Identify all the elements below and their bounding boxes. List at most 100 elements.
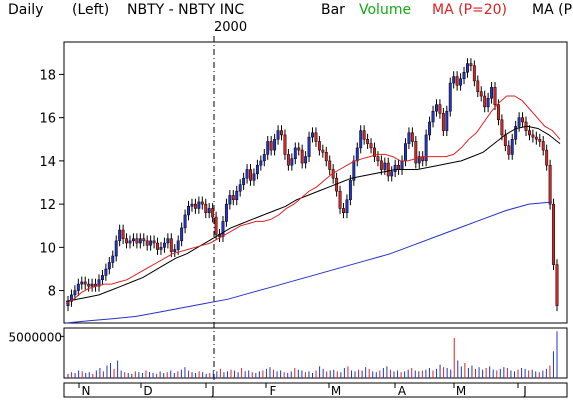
price-bar: [479, 91, 483, 97]
price-bar: [231, 195, 235, 201]
price-bar: [125, 238, 128, 244]
price-bar: [214, 216, 218, 235]
price-bar: [183, 214, 187, 229]
price-bar: [111, 255, 115, 263]
price-bar: [97, 279, 101, 287]
price-bar: [493, 87, 497, 105]
price-bar: [100, 275, 104, 281]
price-bar: [404, 143, 407, 162]
price-bar: [255, 164, 259, 175]
price-bar: [428, 121, 432, 136]
price-bar: [383, 162, 387, 170]
price-bar: [338, 190, 342, 209]
price-bar: [166, 238, 170, 244]
price-bar: [390, 171, 394, 177]
price-bar: [393, 164, 397, 172]
price-bar: [276, 130, 280, 140]
price-bar: [311, 132, 314, 138]
price-bar: [245, 169, 249, 179]
price-bar: [397, 164, 401, 170]
price-panel-frame: [63, 41, 568, 324]
price-bar: [121, 229, 125, 239]
price-bar: [538, 139, 542, 142]
price-bar: [173, 249, 177, 252]
price-bar: [238, 184, 242, 192]
volume-tick-label: 5000000: [9, 330, 62, 344]
price-bar: [224, 203, 228, 222]
month-tick-label: J: [522, 384, 527, 398]
price-bar: [431, 110, 435, 123]
price-bar: [107, 262, 111, 270]
price-bar: [552, 203, 556, 265]
price-bar: [200, 201, 204, 205]
price-bar: [283, 134, 287, 155]
price-tick-label: 8: [48, 285, 56, 300]
price-bar: [386, 162, 390, 177]
price-bar: [76, 283, 80, 291]
price-bar: [193, 203, 197, 209]
price-bar: [531, 134, 535, 138]
price-bar: [362, 130, 366, 140]
price-bar: [204, 203, 208, 214]
price-bar: [80, 281, 84, 285]
price-bar: [73, 290, 77, 296]
price-bar: [545, 149, 549, 166]
price-bar: [211, 208, 215, 218]
price-bar: [135, 238, 139, 244]
price-bar: [517, 117, 521, 127]
price-bar: [379, 160, 383, 170]
price-bar: [83, 281, 87, 285]
price-bar: [128, 240, 132, 244]
price-bar: [342, 208, 345, 214]
price-bar: [118, 229, 122, 242]
price-bar: [455, 76, 459, 86]
price-bar: [445, 110, 449, 131]
ma20-legend-label: MA (P=20): [432, 2, 508, 18]
price-bar: [438, 104, 442, 114]
symbol-label: NBTY - NBTY INC: [127, 2, 245, 18]
month-tick-label: N: [82, 384, 91, 398]
ma200-line: [65, 201, 553, 324]
price-tick-label: 10: [39, 241, 56, 256]
price-bar: [228, 195, 232, 205]
price-bar: [145, 240, 149, 246]
price-bar: [452, 76, 456, 84]
price-bar: [266, 141, 270, 155]
price-bar: [87, 283, 91, 287]
month-tick-label: J: [210, 384, 215, 398]
price-bar: [366, 139, 370, 144]
price-bar: [114, 240, 118, 257]
price-bar: [314, 132, 318, 142]
price-bar: [221, 221, 225, 237]
price-bar: [176, 240, 180, 250]
price-bar: [259, 160, 263, 166]
price-bar: [328, 160, 332, 170]
price-bar: [497, 104, 500, 121]
price-bar: [131, 238, 135, 242]
price-bar: [197, 201, 201, 209]
price-bar: [483, 95, 487, 108]
price-bar: [297, 147, 301, 151]
price-bar: [373, 147, 376, 157]
year-marker-label: 2000: [214, 20, 248, 35]
price-bar: [555, 264, 559, 306]
price-bar: [290, 158, 294, 166]
price-bar: [273, 139, 277, 151]
price-tick-label: 12: [39, 198, 56, 213]
price-bar: [138, 238, 142, 244]
price-bar: [507, 145, 511, 155]
price-tick-label: 16: [39, 112, 56, 127]
price-bar: [156, 242, 159, 250]
price-bar: [280, 130, 283, 136]
price-bar: [286, 154, 290, 166]
price-bar: [400, 160, 404, 170]
price-bar: [307, 136, 311, 157]
price-bar: [190, 203, 194, 207]
price-bar: [376, 156, 380, 162]
ma-legend-label: MA (P: [532, 2, 573, 18]
price-bar: [500, 119, 504, 136]
month-tick-label: M: [456, 384, 466, 398]
price-bar: [369, 143, 373, 149]
volume-legend-label: Volume: [359, 2, 412, 18]
